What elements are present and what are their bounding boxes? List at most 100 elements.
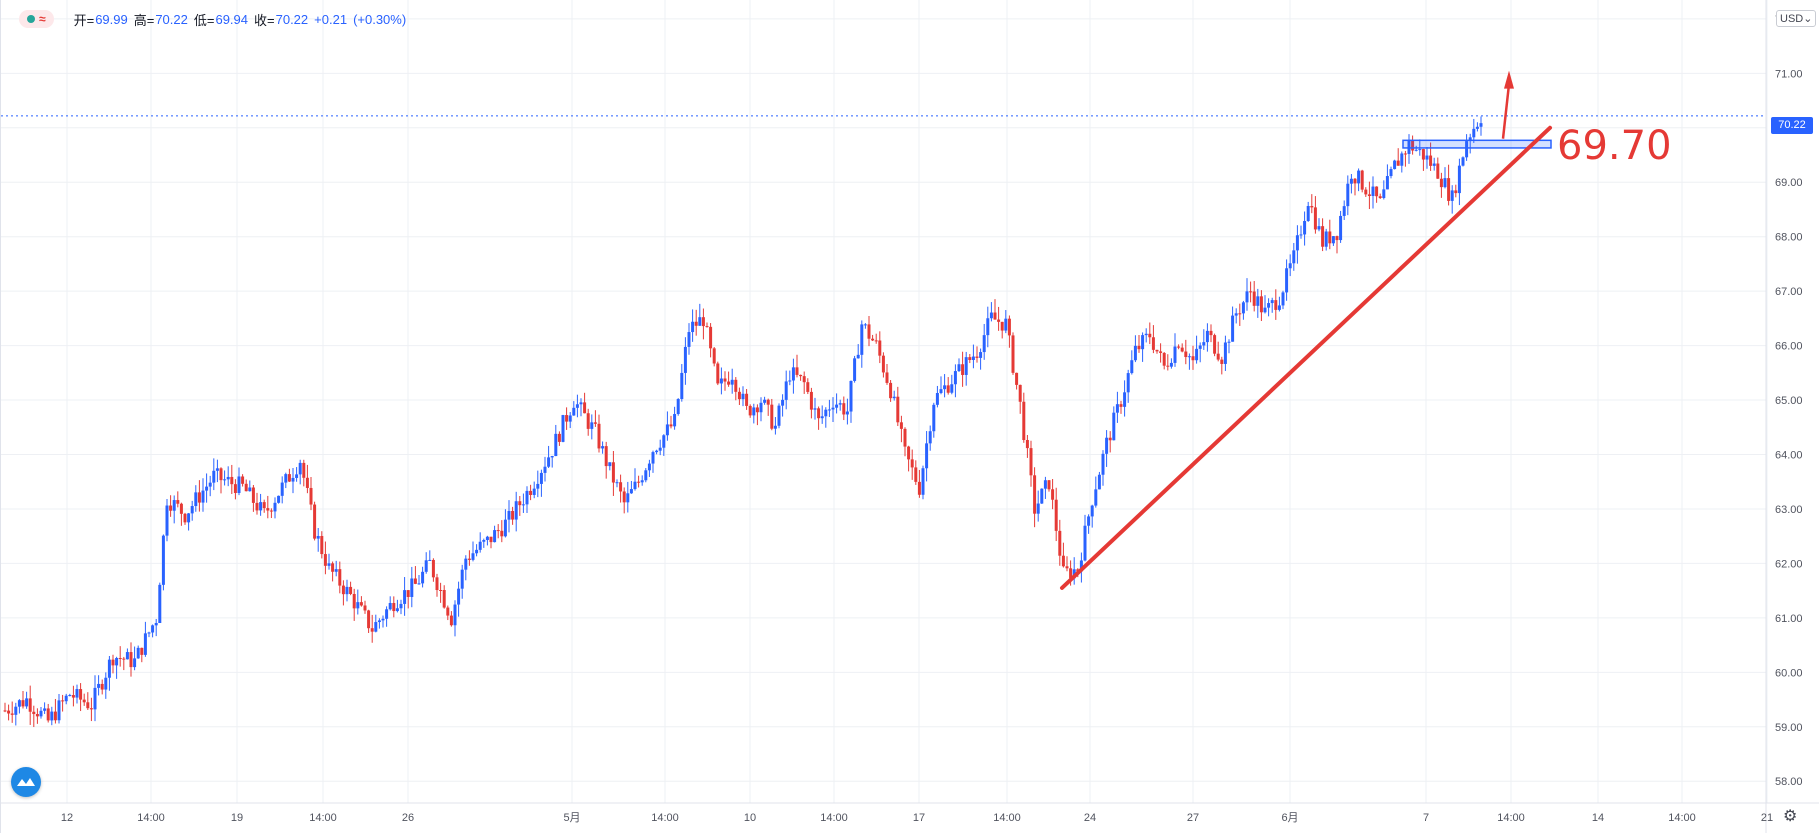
candle-body bbox=[475, 549, 479, 554]
candle-body bbox=[478, 541, 482, 550]
candle-body bbox=[1439, 178, 1443, 188]
up-arrow[interactable] bbox=[1501, 70, 1514, 139]
candle-body bbox=[403, 590, 407, 604]
tradingview-logo-icon[interactable] bbox=[11, 767, 41, 797]
candle-body bbox=[680, 372, 684, 400]
candle-body bbox=[413, 578, 417, 584]
candle-body bbox=[539, 472, 543, 484]
x-tick-label: 26 bbox=[402, 812, 414, 824]
candle-body bbox=[223, 479, 227, 481]
candle-body bbox=[201, 490, 205, 503]
candle-body bbox=[637, 481, 641, 483]
symbol-status[interactable]: ≈ bbox=[19, 10, 54, 28]
candle-body bbox=[1097, 474, 1101, 490]
candle-body bbox=[143, 633, 147, 655]
candle-body bbox=[410, 578, 414, 597]
candle-body bbox=[442, 590, 446, 608]
candle-body bbox=[485, 536, 489, 541]
candle-body bbox=[820, 416, 824, 419]
candle-body bbox=[68, 695, 72, 697]
candle-body bbox=[561, 415, 565, 442]
candle-body bbox=[237, 476, 241, 493]
resistance-zone[interactable] bbox=[1402, 139, 1552, 149]
trend-line[interactable] bbox=[1060, 125, 1552, 590]
candle-body bbox=[179, 503, 183, 514]
candle-body bbox=[158, 584, 162, 624]
candle-body bbox=[1018, 384, 1022, 402]
candle-body bbox=[925, 443, 929, 469]
candle-body bbox=[251, 487, 255, 503]
candle-body bbox=[1108, 437, 1112, 441]
candle-body bbox=[449, 615, 453, 626]
candle-body bbox=[935, 392, 939, 405]
candle-body bbox=[187, 513, 191, 523]
candle-body bbox=[61, 700, 65, 702]
candle-body bbox=[151, 625, 155, 633]
gear-icon[interactable]: ⚙ bbox=[1783, 808, 1798, 825]
candle-body bbox=[172, 500, 176, 511]
candle-body bbox=[673, 414, 677, 427]
x-tick-label: 27 bbox=[1187, 812, 1199, 824]
candle-body bbox=[1418, 149, 1422, 151]
candle-body bbox=[874, 340, 878, 342]
candle-body bbox=[604, 446, 608, 467]
candle-body bbox=[921, 468, 925, 495]
candle-body bbox=[529, 490, 533, 495]
candle-body bbox=[1281, 292, 1285, 306]
candle-body bbox=[316, 536, 320, 539]
candle-body bbox=[953, 371, 957, 385]
y-tick-label: 59.00 bbox=[1775, 722, 1803, 734]
candle-body bbox=[1328, 231, 1332, 244]
candle-body bbox=[853, 358, 857, 381]
x-tick-label: 14:00 bbox=[1668, 812, 1696, 824]
candle-body bbox=[709, 326, 713, 349]
candle-body bbox=[1285, 268, 1289, 293]
candle-body bbox=[75, 689, 79, 698]
candle-body bbox=[341, 585, 345, 595]
candle-body bbox=[1169, 362, 1173, 367]
open-value: 69.99 bbox=[95, 11, 128, 27]
candle-body bbox=[943, 385, 947, 390]
candle-body bbox=[1155, 349, 1159, 352]
candle-body bbox=[845, 411, 849, 415]
candle-body bbox=[1411, 140, 1415, 151]
candle-body bbox=[313, 504, 317, 539]
currency-label: USD bbox=[1780, 13, 1804, 25]
x-tick-label: 24 bbox=[1084, 812, 1096, 824]
candle-body bbox=[1342, 206, 1346, 216]
candle-body bbox=[295, 474, 299, 478]
candle-body bbox=[1058, 530, 1062, 556]
candle-body bbox=[280, 482, 284, 496]
x-tick-label: 14:00 bbox=[651, 812, 679, 824]
candle-body bbox=[417, 583, 421, 585]
y-tick-label: 61.00 bbox=[1775, 613, 1803, 625]
candle-body bbox=[3, 710, 7, 712]
candle-body bbox=[745, 393, 749, 406]
candle-body bbox=[1213, 335, 1217, 354]
candle-body bbox=[43, 708, 47, 711]
candle-body bbox=[683, 346, 687, 373]
candle-body bbox=[323, 554, 327, 566]
candle-body bbox=[892, 396, 896, 399]
candle-body bbox=[734, 379, 738, 392]
candle-body bbox=[824, 409, 828, 417]
y-tick-label: 65.00 bbox=[1775, 395, 1803, 407]
candle-body bbox=[676, 399, 680, 415]
candle-body bbox=[493, 530, 497, 543]
candle-body bbox=[359, 602, 363, 606]
candle-body bbox=[1270, 300, 1274, 304]
currency-selector[interactable]: USD⌄ bbox=[1776, 10, 1817, 27]
level-annotation[interactable]: 69.70 bbox=[1557, 123, 1672, 169]
y-tick-label: 63.00 bbox=[1775, 504, 1803, 516]
candle-body bbox=[871, 338, 875, 341]
candle-body bbox=[7, 710, 11, 714]
candle-body bbox=[79, 689, 83, 700]
x-tick-label: 14:00 bbox=[309, 812, 337, 824]
candle-body bbox=[385, 609, 389, 619]
candle-body bbox=[1105, 437, 1109, 454]
candle-body bbox=[1065, 566, 1069, 569]
candle-body bbox=[255, 502, 259, 511]
candle-body bbox=[1249, 291, 1253, 293]
